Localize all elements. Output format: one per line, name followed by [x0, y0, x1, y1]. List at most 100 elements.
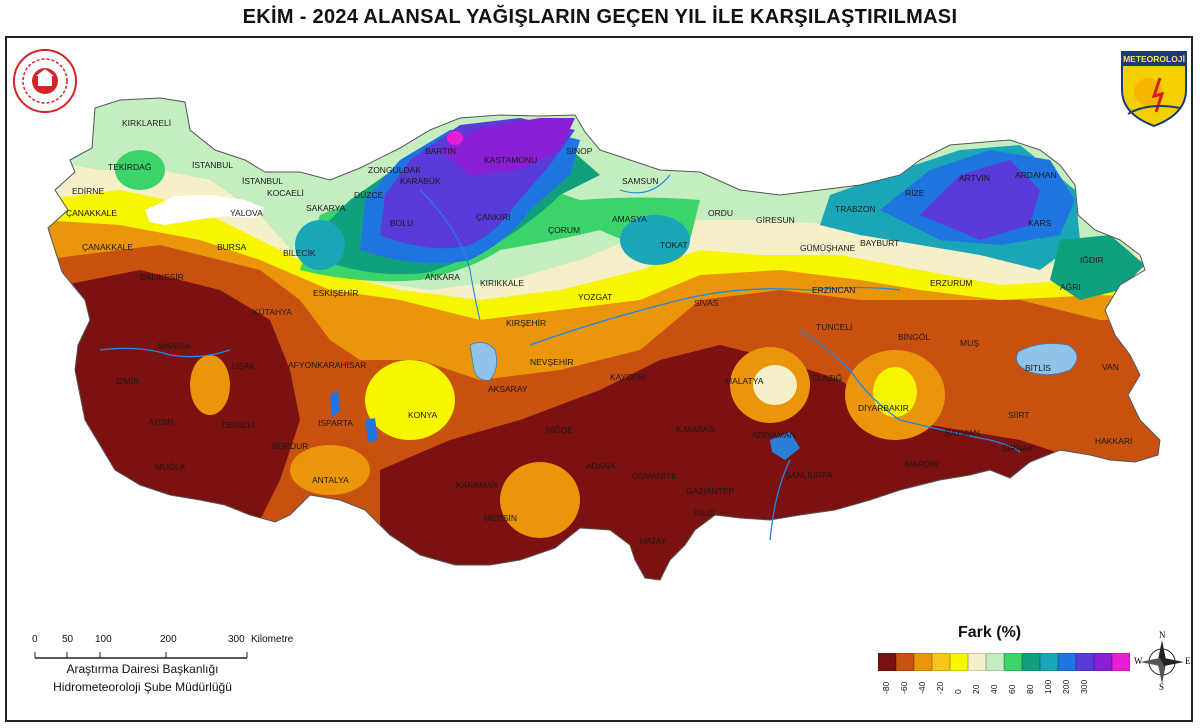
city-label: TEKİRDAĞ [108, 162, 152, 172]
city-label: AĞRI [1060, 282, 1081, 292]
city-label: GAZİANTEP [686, 486, 735, 496]
compass-north-label: N [1159, 630, 1166, 640]
legend-swatch [1040, 653, 1058, 671]
legend-tick-label: 20 [971, 684, 981, 694]
legend-title: Fark (%) [958, 624, 1022, 641]
city-label: SİNOP [566, 146, 593, 156]
city-label: ORDU [708, 208, 734, 218]
scale-tick-label: 50 [62, 634, 74, 645]
meteoroloji-shield-icon [1121, 51, 1187, 128]
scale-unit-label: Kilometre [251, 634, 294, 645]
city-label: UŞAK [232, 361, 256, 371]
city-label: EDİRNE [72, 186, 105, 196]
city-label: IĞDIR [1080, 255, 1104, 265]
legend-swatch [950, 653, 968, 671]
legend-tick-label: 80 [1025, 684, 1035, 694]
city-label: BATMAN [945, 428, 980, 438]
compass-west-label: W [1134, 656, 1143, 666]
city-label: MARDİN [905, 459, 939, 469]
credit-line-2: Hidrometeoroloji Şube Müdürlüğü [53, 680, 232, 694]
map-frame [5, 36, 1193, 722]
city-label: SİVAS [694, 298, 719, 308]
legend-tick-label: 100 [1043, 679, 1053, 694]
city-label: İZMİR [116, 376, 140, 386]
legend-tick-label: -80 [881, 681, 891, 694]
city-label: ARTVİN [959, 173, 991, 183]
city-label: İSTANBUL [192, 160, 233, 170]
city-label: KARABÜK [400, 176, 441, 186]
legend-color-bar [878, 653, 1130, 671]
scale-bar-graphic [34, 652, 248, 659]
legend-tick: 80 [1022, 674, 1040, 714]
compass-rose-icon [1140, 640, 1184, 684]
legend-swatch [1058, 653, 1076, 671]
city-label: KOCAELİ [267, 188, 304, 198]
city-label: KIRŞEHİR [506, 318, 547, 328]
meteoroloji-logo-text: METEOROLOJİ [1123, 54, 1185, 64]
city-label: AYDIN [148, 417, 174, 427]
city-label: BOLU [390, 218, 414, 228]
city-label: ANTALYA [312, 475, 349, 485]
city-label: HAKKARİ [1095, 436, 1133, 446]
legend-tick-label: 60 [1007, 684, 1017, 694]
city-label: YALOVA [230, 208, 263, 218]
city-label: KAYSERİ [610, 372, 647, 382]
city-label: ARDAHAN [1015, 170, 1057, 180]
city-label: BURSA [217, 242, 247, 252]
legend-swatch [896, 653, 914, 671]
city-label: KIRKLARELİ [122, 118, 172, 128]
legend-tick: 20 [968, 674, 986, 714]
legend-tick-label: 0 [953, 689, 963, 694]
legend-swatch [986, 653, 1004, 671]
legend-swatch [932, 653, 950, 671]
city-label: MUŞ [960, 338, 979, 348]
city-label: KASTAMONU [484, 155, 538, 165]
meteoroloji-logo: METEOROLOJİ [1118, 48, 1190, 128]
city-label: BİTLİS [1025, 363, 1051, 373]
city-label: ZONGULDAK [368, 165, 421, 175]
city-label: ESKİŞEHİR [313, 288, 359, 298]
city-label: TOKAT [660, 240, 688, 250]
city-label: NİĞDE [546, 425, 573, 435]
city-label: ANKARA [425, 272, 460, 282]
scale-tick-label: 200 [160, 634, 177, 645]
legend-swatch [968, 653, 986, 671]
city-label: AKSARAY [488, 384, 528, 394]
city-label: ISPARTA [318, 418, 353, 428]
scale-tick-label: 300 [228, 634, 245, 645]
legend-swatch [1112, 653, 1130, 671]
city-label: ÇANAKKALE [82, 242, 134, 252]
legend-swatch [1022, 653, 1040, 671]
city-label: BAYBURT [860, 238, 900, 248]
legend-swatch [1094, 653, 1112, 671]
city-label: BALIKESİR [140, 272, 184, 282]
city-label: ÇORUM [548, 225, 581, 235]
city-label: YOZGAT [578, 292, 613, 302]
city-label: DİYARBAKIR [858, 403, 909, 413]
city-label: BARTIN [425, 146, 457, 156]
legend-tick-label: 40 [989, 684, 999, 694]
city-label: KONYA [408, 410, 438, 420]
city-label: NEVŞEHİR [530, 357, 574, 367]
city-label: KARS [1028, 218, 1052, 228]
city-label: KIRIKKALE [480, 278, 524, 288]
legend-tick: 0 [950, 674, 968, 714]
compass-south-label: S [1159, 682, 1165, 692]
legend-tick: -80 [878, 674, 896, 714]
scale-tick-label: 100 [95, 634, 112, 645]
legend-tick: 300 [1076, 674, 1094, 714]
legend-swatch [1076, 653, 1094, 671]
legend-tick: -60 [896, 674, 914, 714]
city-label: ELAZIĞ [812, 373, 843, 383]
scale-bar: 0 50 100 200 300 Kilometre [22, 634, 322, 674]
city-label: ÇANAKKALE [66, 208, 118, 218]
scale-tick-label: 0 [32, 634, 38, 645]
city-label: AMASYA [612, 214, 647, 224]
city-label: SİİRT [1008, 410, 1030, 420]
city-label: RİZE [905, 188, 925, 198]
legend-tick: 40 [986, 674, 1004, 714]
city-label: ADIYAMAN [752, 430, 796, 440]
city-label: ÇANKIRI [476, 212, 511, 222]
city-label: GÜMÜŞHANE [800, 243, 856, 253]
